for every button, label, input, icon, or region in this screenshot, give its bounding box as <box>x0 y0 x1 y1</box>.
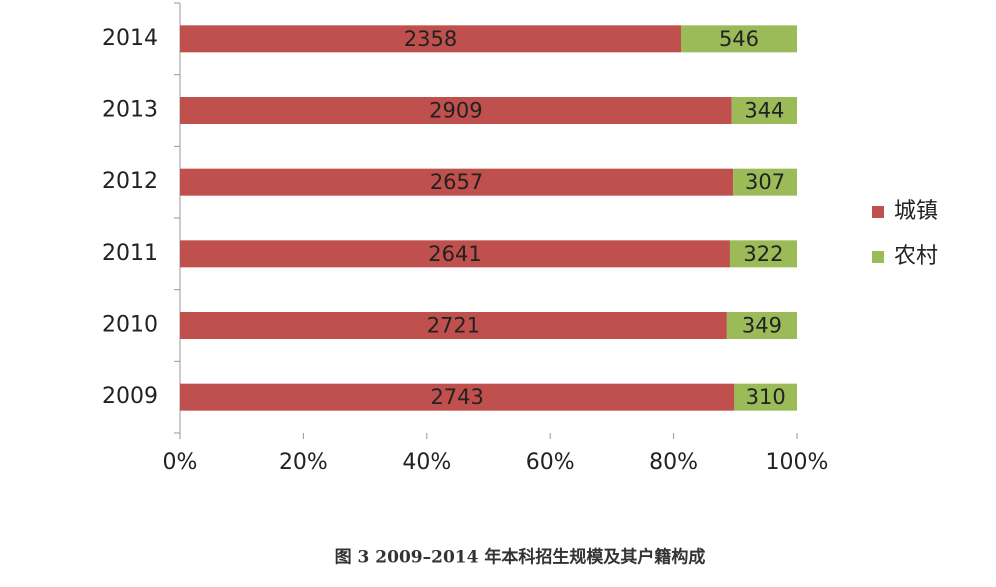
value-label: 307 <box>745 170 785 194</box>
y-tick-label: 2013 <box>102 98 158 123</box>
x-tick-label: 80% <box>649 450 698 475</box>
caption: 图 3 2009–2014 年本科招生规模及其户籍构成 <box>335 547 706 568</box>
legend-swatch <box>872 206 884 218</box>
value-label: 349 <box>742 314 782 338</box>
value-label: 310 <box>746 385 786 409</box>
value-label: 2909 <box>429 99 482 123</box>
x-tick-label: 60% <box>526 450 575 475</box>
x-tick-label: 40% <box>402 450 451 475</box>
bar-segment <box>180 97 732 124</box>
value-label: 2721 <box>427 314 480 338</box>
x-tick-label: 20% <box>279 450 328 475</box>
legend-swatch <box>872 251 884 263</box>
value-label: 2743 <box>430 385 483 409</box>
value-label: 344 <box>744 99 784 123</box>
bar-segment <box>180 240 730 268</box>
y-tick-label: 2011 <box>102 241 158 266</box>
value-label: 2358 <box>404 27 457 51</box>
bar-segment <box>180 168 734 196</box>
y-tick-label: 2014 <box>102 26 158 51</box>
value-label: 2641 <box>428 242 481 266</box>
x-tick-label: 100% <box>766 450 829 475</box>
value-label: 322 <box>743 242 783 266</box>
x-tick-label: 0% <box>163 450 198 475</box>
bar-segment <box>733 168 797 196</box>
y-tick-label: 2012 <box>102 169 158 194</box>
bar-segment <box>180 25 681 53</box>
legend-label: 城镇 <box>894 199 938 224</box>
bar-segment <box>734 383 797 411</box>
bar-segment <box>180 312 727 339</box>
bar-segment <box>731 97 797 124</box>
bar-segment <box>680 25 797 53</box>
value-label: 546 <box>719 27 759 51</box>
value-label: 2657 <box>430 170 483 194</box>
legend-label: 农村 <box>894 244 938 269</box>
bar-segment <box>180 383 735 411</box>
bar-segment <box>729 240 797 268</box>
y-tick-label: 2010 <box>102 313 158 338</box>
y-tick-label: 2009 <box>102 384 158 409</box>
bar-segment <box>726 312 797 339</box>
